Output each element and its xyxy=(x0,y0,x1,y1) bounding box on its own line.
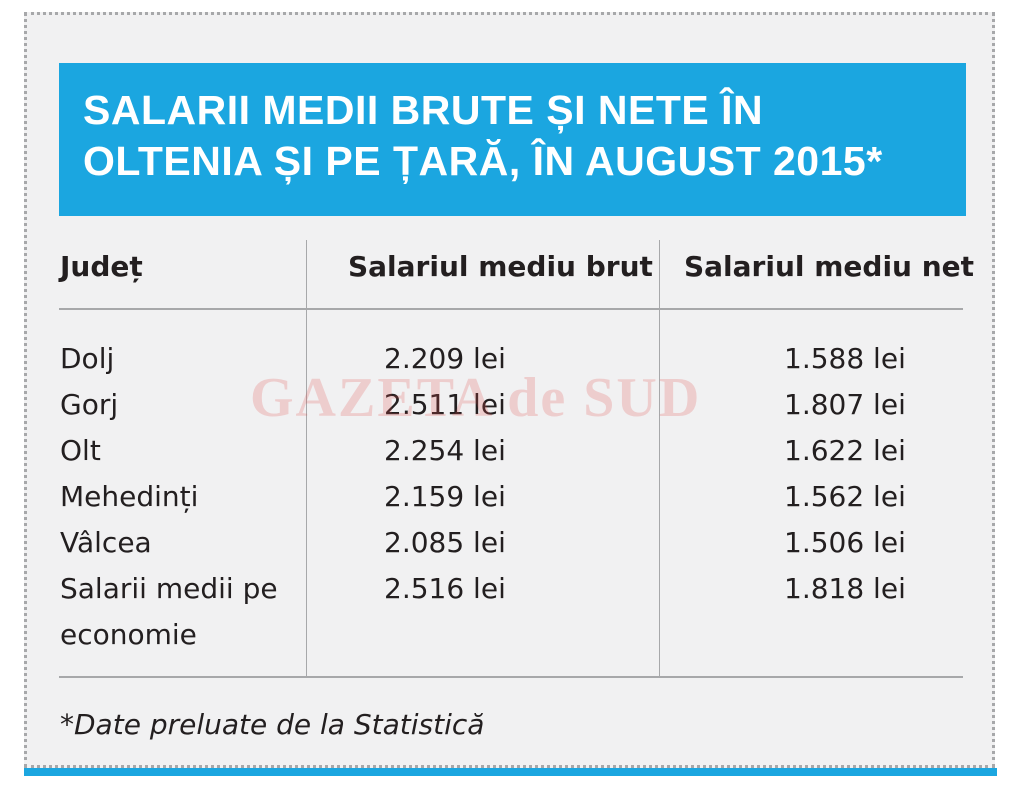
column-divider xyxy=(659,240,660,676)
column-header-county: Județ xyxy=(60,250,143,283)
gross-salary-value: 2.159 lei xyxy=(384,480,506,513)
column-header-net-salary: Salariul mediu net xyxy=(684,250,975,283)
table-row: Gorj 2.511 lei 1.807 lei xyxy=(0,382,1024,428)
publisher-watermark: GAZETA de SUD xyxy=(250,367,702,429)
header-divider xyxy=(59,308,963,310)
county-name: Vâlcea xyxy=(60,526,152,559)
table-row: Vâlcea 2.085 lei 1.506 lei xyxy=(0,520,1024,566)
net-salary-value: 1.818 lei xyxy=(784,572,906,605)
table-bottom-divider xyxy=(59,676,963,678)
net-salary-value: 1.807 lei xyxy=(784,388,906,421)
county-name: Olt xyxy=(60,434,101,467)
table-row: Salarii medii pe economie 2.516 lei 1.81… xyxy=(0,566,1024,658)
net-salary-value: 1.562 lei xyxy=(784,480,906,513)
county-name: Mehedinți xyxy=(60,480,199,513)
column-divider xyxy=(306,240,307,676)
column-header-gross-salary: Salariul mediu brut xyxy=(348,250,653,283)
table-body: Dolj 2.209 lei 1.588 lei Gorj 2.511 lei … xyxy=(0,336,1024,658)
table-row: Mehedinți 2.159 lei 1.562 lei xyxy=(0,474,1024,520)
source-footnote: *Date preluate de la Statistică xyxy=(60,708,485,741)
table-row: Olt 2.254 lei 1.622 lei xyxy=(0,428,1024,474)
gross-salary-value: 2.209 lei xyxy=(384,342,506,375)
title-banner: SALARII MEDII BRUTE ȘI NETE ÎN OLTENIA Ș… xyxy=(59,63,966,216)
page-title: SALARII MEDII BRUTE ȘI NETE ÎN OLTENIA Ș… xyxy=(83,87,883,184)
county-name: Gorj xyxy=(60,388,119,421)
county-name: Salarii medii pe economie xyxy=(60,572,278,651)
net-salary-value: 1.622 lei xyxy=(784,434,906,467)
bottom-accent-bar xyxy=(24,768,997,776)
gross-salary-value: 2.516 lei xyxy=(384,572,506,605)
gross-salary-value: 2.511 lei xyxy=(384,388,506,421)
table-row: Dolj 2.209 lei 1.588 lei xyxy=(0,336,1024,382)
net-salary-value: 1.588 lei xyxy=(784,342,906,375)
gross-salary-value: 2.254 lei xyxy=(384,434,506,467)
gross-salary-value: 2.085 lei xyxy=(384,526,506,559)
net-salary-value: 1.506 lei xyxy=(784,526,906,559)
county-name: Dolj xyxy=(60,342,115,375)
